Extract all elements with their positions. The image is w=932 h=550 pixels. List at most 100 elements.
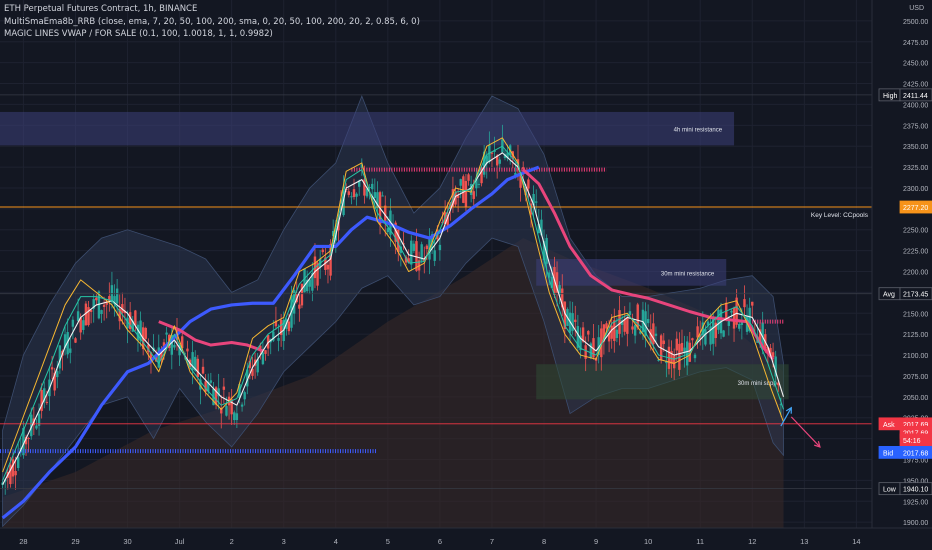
- y-tick-label: 2325.00: [903, 165, 928, 172]
- candle-body: [423, 258, 426, 262]
- candle-body: [347, 191, 350, 195]
- candle-body: [102, 304, 106, 307]
- time-axis: [0, 528, 932, 550]
- chart-title: ETH Perpetual Futures Contract, 1h, BINA…: [4, 4, 198, 14]
- candle-body: [376, 192, 379, 209]
- zone-box: [536, 364, 789, 400]
- price-tag-name: Ask: [883, 422, 895, 429]
- candle-body: [248, 360, 252, 369]
- candle-body: [751, 301, 754, 306]
- candle-body: [178, 344, 181, 356]
- candle-body: [194, 356, 197, 371]
- candle-body: [381, 195, 384, 197]
- price-value-text: 2173.45: [903, 292, 928, 299]
- candle-body: [685, 341, 689, 366]
- candle-body: [740, 322, 744, 326]
- indicator-legend-1[interactable]: MultiSmaEma8b_RRB (close, ema, 7, 20, 50…: [4, 17, 420, 27]
- up-arrow-tip: [780, 407, 792, 427]
- price-value-box: [899, 287, 932, 301]
- candle-body: [633, 324, 637, 336]
- candle-body: [17, 457, 20, 468]
- candle-body: [240, 404, 244, 407]
- candle-body: [274, 320, 278, 327]
- candle-body: [360, 164, 364, 169]
- price-value-text: 1940.10: [903, 487, 928, 494]
- candle-body: [766, 347, 770, 354]
- candle-body: [438, 244, 442, 251]
- candle-body: [654, 333, 658, 336]
- x-tick-label: 11: [696, 537, 704, 546]
- candle-body: [277, 337, 280, 341]
- candle-body: [92, 299, 95, 309]
- candle-body: [446, 214, 449, 228]
- candle-body: [672, 355, 676, 369]
- price-value-box: [899, 433, 932, 447]
- candle-body: [425, 245, 429, 250]
- candle-body: [581, 327, 585, 342]
- candle-body: [704, 329, 707, 345]
- indicator-legend-2[interactable]: MAGIC LINES VWAP / FOR SALE (0.1, 100, 1…: [4, 29, 273, 39]
- candle-body: [412, 243, 416, 251]
- candle-body: [597, 337, 600, 355]
- candle-body: [365, 188, 369, 197]
- candle-body: [712, 316, 715, 344]
- y-tick-label: 2375.00: [903, 123, 928, 130]
- candle-body: [433, 250, 436, 261]
- candle-body: [485, 155, 488, 164]
- candle-body: [394, 222, 397, 242]
- candle-body: [87, 307, 90, 326]
- candle-body: [11, 459, 15, 477]
- zone-label: 30m mini resistance: [661, 271, 715, 277]
- ma-line-0: [1, 165, 540, 520]
- candle-body: [37, 413, 41, 426]
- candle-body: [243, 392, 246, 400]
- candle-body: [154, 355, 158, 362]
- candle-body: [40, 389, 43, 412]
- candle-body: [576, 326, 580, 348]
- candle-body: [607, 333, 611, 342]
- x-tick-label: 13: [800, 537, 808, 546]
- x-tick-label: 29: [71, 537, 79, 546]
- price-value-text: 2411.44: [903, 93, 928, 100]
- candle-body: [683, 347, 686, 354]
- candle-body: [709, 326, 712, 345]
- candle-body: [355, 193, 358, 197]
- candle-body: [691, 338, 694, 341]
- candle-body: [186, 348, 189, 352]
- candle-body: [201, 366, 205, 374]
- candle-body: [680, 342, 684, 352]
- candle-body: [160, 351, 163, 360]
- candle-body: [670, 351, 673, 364]
- candle-body: [181, 336, 184, 349]
- candle-body: [602, 324, 606, 342]
- candle-body: [352, 189, 356, 198]
- candle-body: [123, 311, 127, 314]
- y-tick-label: 2450.00: [903, 61, 928, 68]
- candle-body: [191, 352, 194, 371]
- ma-line-5: [2, 145, 784, 481]
- candle-body: [761, 322, 764, 348]
- bollinger-cloud: [2, 94, 784, 528]
- candle-body: [399, 246, 403, 253]
- candle-body: [303, 268, 306, 293]
- candle-body: [331, 230, 335, 237]
- candle-body: [97, 291, 101, 319]
- candle-body: [561, 288, 564, 308]
- candle-body: [540, 219, 543, 236]
- ma-line-4: [2, 137, 784, 473]
- y-tick-label: 2150.00: [903, 311, 928, 318]
- candle-body: [118, 309, 121, 322]
- candle-body: [649, 329, 652, 344]
- candle-body: [537, 223, 541, 234]
- x-tick-label: 9: [594, 537, 598, 546]
- y-tick-label: 2425.00: [903, 82, 928, 89]
- y-tick-label: 2250.00: [903, 228, 928, 235]
- candle-body: [417, 260, 421, 271]
- candle-body: [225, 405, 228, 416]
- candle-body: [493, 150, 496, 152]
- candle-body: [774, 356, 777, 377]
- candle-body: [300, 283, 304, 306]
- candle-body: [50, 367, 54, 370]
- candle-body: [183, 353, 187, 355]
